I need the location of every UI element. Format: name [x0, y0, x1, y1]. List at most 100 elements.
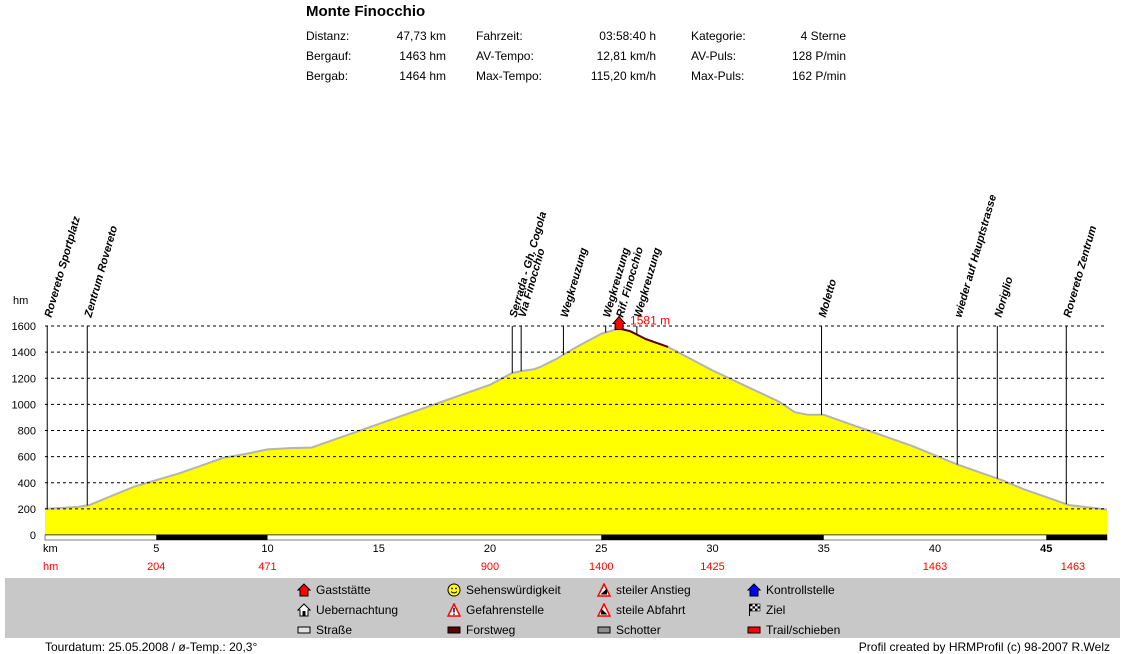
stat-value-av-puls: 128 P/min: [791, 49, 846, 63]
warning-icon: [447, 603, 461, 617]
y-tick-label: 1400: [12, 347, 36, 359]
legend-item-steile-abfahrt: steile Abfahrt: [597, 603, 685, 617]
x-tick-label: 30: [706, 543, 718, 555]
hm-row-label: 1425: [700, 561, 724, 573]
stat-value-bergauf: 1463 hm: [399, 49, 446, 63]
x-axis-bar-segment: [601, 535, 824, 540]
x-tick-label: 10: [261, 543, 273, 555]
waypoint-label: Moletto: [817, 278, 839, 319]
waypoint-label: Rovereto Sportplatz: [43, 215, 83, 319]
y-axis-label: hm: [13, 295, 28, 307]
legend-label: Kontrollstelle: [766, 583, 835, 597]
x-axis-label: km: [43, 543, 58, 555]
x-tick-label: 40: [929, 543, 941, 555]
stat-value-av-tempo: 12,81 km/h: [596, 49, 656, 63]
legend-label: Trail/schieben: [766, 623, 841, 637]
gravel-swatch-icon: [597, 626, 611, 634]
page-title: Monte Finocchio: [306, 3, 426, 20]
y-tick-label: 0: [30, 530, 36, 542]
stat-label-av-puls: AV-Puls:: [691, 49, 737, 63]
profile-line: [44, 327, 1108, 511]
forest-swatch-icon: [447, 626, 461, 634]
x-axis-bar-segment: [156, 535, 268, 540]
stat-label-max-puls: Max-Puls:: [691, 69, 745, 83]
steep-down-icon: [597, 603, 611, 617]
legend-item-trail-schieben: Trail/schieben: [747, 623, 840, 637]
footer-credits: Profil created by HRMProfil (c) 98-2007 …: [858, 640, 1110, 654]
hm-row-label: 1463: [923, 561, 947, 573]
legend-label: Straße: [316, 623, 353, 637]
y-tick-label: 400: [18, 478, 36, 490]
smiley-icon: [447, 583, 461, 597]
legend-item-gaststaette: Gaststätte: [297, 583, 371, 597]
stat-label-fahrzeit: Fahrzeit:: [476, 29, 523, 43]
legend-label: Sehenswürdigkeit: [466, 583, 561, 597]
legend-label: steile Abfahrt: [616, 603, 686, 617]
summit-label: 1581 m: [630, 313, 670, 327]
house-blue-icon: [747, 583, 761, 597]
y-tick-label: 1200: [12, 373, 36, 385]
y-tick-label: 800: [18, 426, 36, 438]
hm-row-label: 1400: [589, 561, 613, 573]
stat-value-kategorie: 4 Sterne: [800, 29, 846, 43]
x-tick-label: 20: [484, 543, 496, 555]
hm-row-label: 204: [147, 561, 165, 573]
stat-label-bergauf: Bergauf:: [306, 49, 352, 63]
legend-label: Gefahrenstelle: [466, 603, 545, 617]
stat-label-av-tempo: AV-Tempo:: [476, 49, 534, 63]
y-tick-label: 200: [18, 504, 36, 516]
footer-tour-info: Tourdatum: 25.05.2008 / ø-Temp.: 20,3°: [45, 640, 258, 654]
y-tick-label: 1000: [12, 399, 36, 411]
x-tick-label: 45: [1040, 543, 1052, 555]
legend-label: Forstweg: [466, 623, 516, 637]
legend-item-schotter: Schotter: [597, 623, 661, 637]
house-outline-icon: [297, 603, 311, 617]
legend-label: steiler Anstieg: [616, 583, 691, 597]
road-swatch-icon: [297, 626, 311, 634]
trail-swatch-icon: [747, 626, 761, 634]
hm-row-label: 1463: [1061, 561, 1085, 573]
summit-hut-icon: [611, 315, 627, 330]
waypoint-label: Noriglio: [993, 275, 1016, 319]
legend-label: Uebernachtung: [316, 603, 399, 617]
stat-label-kategorie: Kategorie:: [691, 29, 746, 43]
x-axis-bar-segment: [1046, 535, 1107, 540]
legend-item-ziel: Ziel: [747, 603, 785, 617]
y-tick-label: 600: [18, 452, 36, 464]
legend-label: Ziel: [766, 603, 786, 617]
stat-value-max-puls: 162 P/min: [791, 69, 846, 83]
hm-row-label: hm: [43, 561, 58, 573]
x-tick-label: 35: [818, 543, 830, 555]
forstweg-segment: [618, 327, 669, 348]
legend-label: Schotter: [616, 623, 661, 637]
hm-row-label: 471: [258, 561, 276, 573]
x-tick-label: 15: [373, 543, 385, 555]
waypoint-label: wieder auf Hauptstrasse: [953, 193, 1000, 319]
x-tick-label: 5: [153, 543, 159, 555]
profile-area: [45, 328, 1107, 535]
checkered-flag-icon: [749, 603, 761, 616]
stat-label-bergab: Bergab:: [306, 69, 349, 83]
legend-label: Gaststätte: [316, 583, 371, 597]
legend-item-forstweg: Forstweg: [447, 623, 515, 637]
legend: Gaststätte Uebernachtung Straße Sehenswü…: [5, 578, 1120, 638]
legend-item-steiler-anstieg: steiler Anstieg: [597, 583, 691, 597]
legend-item-gefahrenstelle: Gefahrenstelle: [447, 603, 544, 617]
y-tick-label: 1600: [12, 321, 36, 333]
stat-label-distanz: Distanz:: [306, 29, 350, 43]
stat-value-bergab: 1464 hm: [399, 69, 446, 83]
legend-item-strasse: Straße: [297, 623, 352, 637]
elevation-profile-chart: 0 200 400 600 800 1000 1200 1400 1600 hm km 5 10 15 20…: [12, 193, 1108, 573]
waypoint-label: Wegkreuzung: [559, 246, 590, 319]
stat-value-distanz: 47,73 km: [396, 29, 446, 43]
x-tick-label: 25: [595, 543, 607, 555]
legend-item-sehenswuerdigkeit: Sehenswürdigkeit: [447, 583, 561, 597]
legend-item-uebernachtung: Uebernachtung: [297, 603, 398, 617]
steep-up-icon: [597, 583, 611, 597]
house-red-icon: [297, 583, 311, 597]
legend-item-kontrollstelle: Kontrollstelle: [747, 583, 835, 597]
waypoint-label: Rovereto Zentrum: [1062, 224, 1100, 319]
stat-value-max-tempo: 115,20 km/h: [590, 69, 656, 83]
stat-value-fahrzeit: 03:58:40 h: [599, 29, 656, 43]
stat-label-max-tempo: Max-Tempo:: [476, 69, 543, 83]
